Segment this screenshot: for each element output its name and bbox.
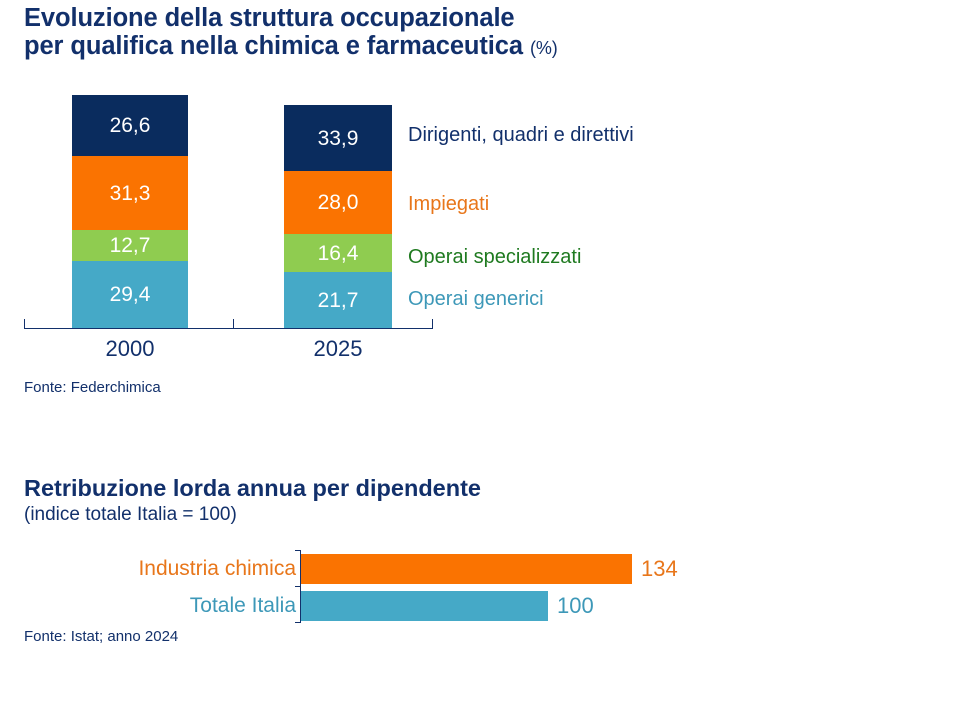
chart-title-unit: (%) bbox=[529, 38, 558, 58]
legend-item-impiegati: Impiegati bbox=[408, 193, 490, 215]
segment-dirigenti-2025: 33,9 bbox=[284, 105, 392, 171]
hbar-bar-totale-italia bbox=[301, 591, 548, 621]
stacked-bar-2025: 33,9 28,0 16,4 21,7 bbox=[284, 105, 392, 328]
hbar-row-industria-chimica: Industria chimica 134 bbox=[0, 554, 960, 584]
segment-value-operai-specializzati-2000: 12,7 bbox=[109, 234, 151, 257]
segment-impiegati-2025: 28,0 bbox=[284, 171, 392, 234]
hbar-chart-title: Retribuzione lorda annua per dipendente bbox=[24, 475, 481, 501]
hbar-label-totale-italia: Totale Italia bbox=[189, 594, 296, 617]
x-axis-tick-right bbox=[432, 319, 433, 328]
segment-value-operai-specializzati-2025: 16,4 bbox=[317, 241, 359, 265]
segment-value-operai-generici-2000: 29,4 bbox=[109, 283, 151, 306]
x-axis-label-2025: 2025 bbox=[313, 336, 363, 361]
segment-value-dirigenti-2000: 26,6 bbox=[109, 114, 151, 137]
chart-title-line-2: per qualifica nella chimica e farmaceuti… bbox=[24, 32, 924, 62]
segment-impiegati-2000: 31,3 bbox=[72, 156, 188, 230]
legend-item-operai-generici: Operai generici bbox=[408, 288, 544, 310]
stacked-bar-2000: 26,6 31,3 12,7 29,4 bbox=[72, 95, 188, 328]
hbar-axis-line bbox=[295, 550, 301, 623]
hbar-row-totale-italia: Totale Italia 100 bbox=[0, 591, 960, 621]
segment-dirigenti-2000: 26,6 bbox=[72, 95, 188, 156]
segment-value-dirigenti-2025: 33,9 bbox=[317, 126, 359, 150]
hbar-value-totale-italia: 100 bbox=[557, 593, 594, 618]
source-note-istat: Fonte: Istat; anno 2024 bbox=[24, 628, 179, 645]
segment-value-impiegati-2025: 28,0 bbox=[317, 191, 359, 214]
segment-operai-generici-2000: 29,4 bbox=[72, 261, 188, 328]
hbar-bar-industria-chimica bbox=[301, 554, 632, 584]
x-axis-line bbox=[24, 319, 433, 329]
hbar-chart-title-block: Retribuzione lorda annua per dipendente … bbox=[24, 474, 924, 527]
legend-item-operai-specializzati: Operai specializzati bbox=[408, 246, 582, 268]
hbar-chart-subtitle: (indice totale Italia = 100) bbox=[24, 504, 237, 525]
chart-title-line-2-text: per qualifica nella chimica e farmaceuti… bbox=[24, 32, 523, 60]
stacked-chart-title-block: Evoluzione della struttura occupazionale… bbox=[24, 4, 924, 62]
x-axis-tick-left bbox=[24, 319, 25, 328]
source-note-federchimica: Fonte: Federchimica bbox=[24, 379, 161, 396]
segment-operai-specializzati-2025: 16,4 bbox=[284, 234, 392, 272]
segment-operai-specializzati-2000: 12,7 bbox=[72, 230, 188, 261]
hbar-axis-tick-top bbox=[295, 550, 301, 551]
x-axis-tick-middle bbox=[233, 319, 234, 328]
segment-operai-generici-2025: 21,7 bbox=[284, 272, 392, 328]
hbar-axis-tick-middle bbox=[295, 586, 301, 587]
segment-value-operai-generici-2025: 21,7 bbox=[317, 288, 359, 312]
hbar-value-industria-chimica: 134 bbox=[641, 556, 678, 581]
stacked-column-chart: Evoluzione della struttura occupazionale… bbox=[24, 4, 924, 396]
chart-title-line-1: Evoluzione della struttura occupazionale bbox=[24, 4, 515, 32]
legend-item-dirigenti: Dirigenti, quadri e direttivi bbox=[408, 124, 634, 146]
hbar-label-industria-chimica: Industria chimica bbox=[138, 557, 296, 580]
x-axis-label-2000: 2000 bbox=[105, 336, 155, 361]
segment-value-impiegati-2000: 31,3 bbox=[109, 181, 151, 205]
horizontal-bar-chart: Industria chimica 134 Totale Italia 100 bbox=[0, 540, 960, 650]
hbar-axis-tick-bottom bbox=[295, 622, 301, 623]
